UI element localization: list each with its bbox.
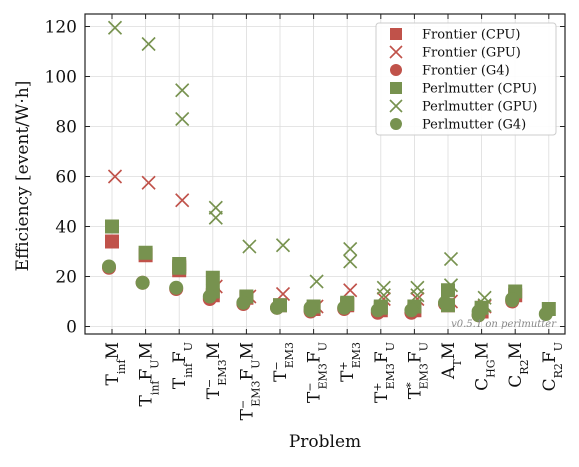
x-tick-label: TinfFU [170,342,195,389]
x-tick-label: T+EM3FU [370,342,396,403]
data-point [107,169,123,184]
legend-item: Frontier (GPU) [389,45,521,61]
legend-label: Perlmutter (CPU) [422,82,537,97]
data-point [376,280,391,295]
legend-marker [390,28,402,40]
data-point [202,289,217,304]
x-axis-ticks: TinfM TinfFUM TinfFU T−EM3M T−EM3FUM T−EM3 T−E… [103,14,564,420]
x-tick-label: TinfFUM [137,342,162,407]
data-point [505,292,520,306]
y-tick-label: 80 [55,118,77,138]
data-point [135,275,150,290]
legend-marker [389,45,403,59]
data-point [438,295,452,310]
plot-frame [84,13,566,335]
legend-label: Frontier (CPU) [422,28,520,43]
data-marks [102,20,556,323]
data-point [370,303,385,318]
y-tick-label: 100 [45,68,77,88]
data-point [175,193,190,208]
x-tick-label: CHGM [473,342,498,391]
x-tick-label: T+EM3 [337,342,363,382]
series-perlmutter-g4 [102,259,553,323]
data-point [471,304,486,319]
y-axis-ticks: 0 20 40 60 80 100 120 [45,18,565,338]
legend-label: Perlmutter (GPU) [422,100,537,115]
x-tick-label: T−EM3M [202,342,228,399]
y-tick-label: 0 [66,318,77,338]
y-axis-title: Efficiency [event/W·h] [13,81,33,272]
x-tick-label: ATM [439,342,464,380]
data-point [270,300,284,315]
x-tick-label: T−EM3FUM [236,342,262,420]
x-tick-label: T*EM3FU [404,342,430,399]
data-point [141,175,156,190]
legend-marker [390,64,402,76]
data-point [105,234,119,249]
data-point [141,36,156,52]
data-point [138,245,153,260]
data-point [443,278,459,293]
legend-box [375,22,557,136]
x-axis-title: Problem [289,432,361,452]
data-point [105,219,119,234]
data-point [205,270,220,285]
data-point [208,200,223,215]
data-point [102,259,116,274]
data-point [376,288,391,303]
legend-item: Frontier (G4) [390,64,510,79]
data-point [175,83,190,98]
data-point [309,274,324,289]
data-point [337,300,352,315]
version-annotation: v0.5.1 on perlmutter [451,319,557,330]
x-tick-label: T−EM3 [270,342,296,382]
x-tick-label: T−EM3FU [303,342,329,403]
data-point [175,111,190,127]
data-point [441,283,455,298]
x-tick-label: CR2M [506,342,531,388]
legend-marker [390,82,402,94]
legend-label: Perlmutter (G4) [422,118,526,133]
legend-label: Frontier (G4) [422,64,510,79]
legend-item: Perlmutter (G4) [390,118,526,133]
data-point [343,241,358,257]
legend-marker [389,99,403,113]
legend-item: Perlmutter (GPU) [389,99,537,115]
y-tick-label: 60 [55,168,77,188]
x-tick-label: TinfM [103,342,128,385]
data-point [303,300,318,315]
data-point [477,290,492,305]
y-tick-label: 120 [45,18,77,38]
grid-lines [85,14,565,334]
legend: Frontier (CPU) Frontier (GPU) Frontier (G4… [375,22,557,136]
data-point [538,307,553,321]
data-point [275,238,291,253]
data-point [343,254,358,269]
data-point [343,283,358,298]
x-tick-label: CR2FU [540,342,565,391]
legend-item: Perlmutter (CPU) [390,82,537,97]
series-frontier-gpu [107,169,492,314]
legend-marker [390,118,402,130]
data-point [208,210,223,225]
legend-item: Frontier (CPU) [390,28,520,43]
data-point [410,280,425,295]
y-tick-label: 20 [55,268,77,288]
data-point [404,303,419,318]
legend-label: Frontier (GPU) [422,46,521,61]
data-point [242,239,257,254]
data-point [443,251,459,267]
series-perlmutter-gpu [107,20,492,313]
data-point [410,288,425,303]
data-point [107,20,123,35]
y-tick-label: 40 [55,218,77,238]
data-point [236,295,251,310]
data-point [169,280,184,295]
data-point [172,260,187,275]
